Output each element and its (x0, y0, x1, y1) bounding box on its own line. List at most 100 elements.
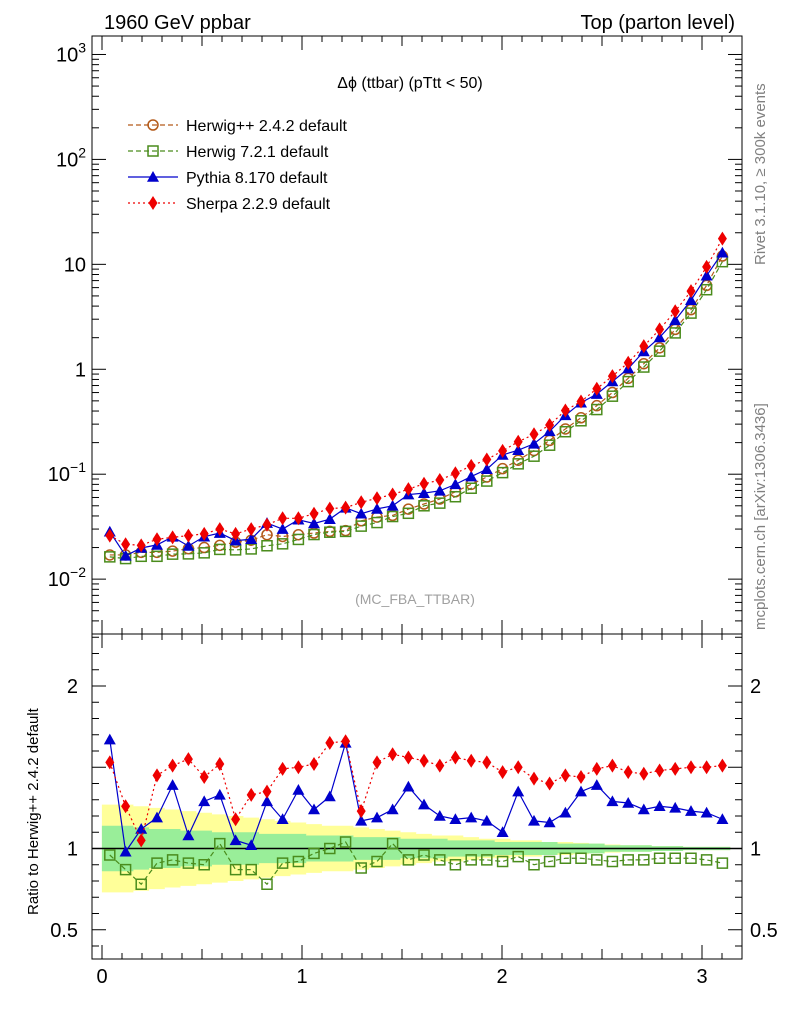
legend-marker (148, 196, 158, 210)
data-point (528, 437, 540, 449)
ratio-point (670, 761, 680, 776)
data-point (293, 511, 303, 526)
data-point (685, 307, 697, 319)
data-point (308, 528, 320, 541)
ratio-point (136, 833, 146, 848)
ratio-point (371, 855, 383, 868)
data-point (450, 466, 460, 481)
ratio-point (465, 854, 477, 866)
x-tick-label: 1 (296, 966, 307, 988)
ratio-point (166, 854, 179, 866)
ratio-point (324, 842, 336, 855)
ratio-point (575, 852, 587, 864)
ratio-point (543, 816, 556, 828)
main-series (103, 231, 729, 565)
data-point (105, 528, 115, 543)
ratio-point (151, 857, 163, 869)
data-point (669, 314, 682, 326)
ratio-point (575, 785, 587, 797)
ratio-point (152, 768, 162, 783)
rivet-label: Rivet 3.1.10, ≥ 300k events (752, 83, 769, 265)
ratio-point (245, 863, 257, 876)
ratio-point (450, 750, 460, 765)
ratio-point (559, 806, 572, 818)
ratio-point (215, 757, 225, 771)
data-point (341, 500, 351, 515)
ratio-point (528, 859, 540, 871)
data-point (371, 516, 383, 529)
legend-entry: Herwig++ 2.4.2 default (128, 118, 348, 135)
data-point (592, 381, 602, 396)
series-line (109, 252, 723, 557)
ratio-line (109, 841, 723, 886)
energy-label: 1960 GeV ppbar (104, 12, 251, 34)
x-tick-label: 0 (96, 966, 107, 988)
legend-label: Sherpa 2.2.9 default (186, 196, 331, 213)
data-point (388, 487, 398, 502)
ratio-point (229, 834, 242, 846)
ratio-point (513, 760, 523, 775)
data-point (262, 517, 272, 532)
y-tick-label: 10−2 (48, 564, 86, 591)
x-tick-label: 3 (696, 966, 707, 988)
legend-entry: Pythia 8.170 default (128, 170, 328, 187)
y-tick-label: 102 (56, 144, 86, 171)
data-point (166, 548, 179, 560)
ratio-point (543, 855, 556, 868)
ratio-point (498, 765, 508, 780)
data-point (276, 523, 289, 534)
ratio-point (119, 845, 132, 857)
ratio-point (576, 770, 586, 784)
y-tick-label: 1 (75, 359, 86, 381)
data-point (433, 484, 446, 496)
ratio-point (309, 757, 319, 771)
ratio-point (623, 765, 633, 780)
data-point (168, 530, 178, 545)
data-point (245, 533, 258, 545)
data-point (716, 246, 729, 258)
ratio-point (213, 788, 226, 800)
x-tick-label: 2 (496, 966, 507, 988)
ratio-axes: 0.5 0.5 1 1 2 2 0 1 2 3 (50, 634, 778, 988)
data-point (717, 231, 727, 246)
ratio-point (622, 797, 635, 808)
analysis-watermark: (MC_FBA_TTBAR) (355, 591, 475, 607)
ratio-point (182, 857, 195, 869)
legend-marker (147, 119, 159, 131)
ratio-point (293, 760, 303, 775)
data-point (309, 506, 319, 521)
ratio-point (685, 852, 697, 864)
plot-title: Δϕ (ttbar) (pTtt < 50) (337, 75, 482, 92)
data-point (606, 390, 619, 402)
series-line (109, 255, 723, 556)
data-point (559, 425, 572, 438)
data-point (607, 369, 617, 384)
ratio-series (103, 733, 729, 890)
data-point (215, 522, 225, 537)
data-point (513, 434, 523, 449)
ratio-point (449, 859, 462, 871)
data-point (560, 403, 570, 418)
data-point (151, 550, 163, 563)
ratio-point (341, 734, 351, 749)
data-point (386, 499, 399, 511)
ratio-point (590, 779, 603, 790)
data-point (528, 450, 540, 462)
ratio-point (606, 855, 619, 868)
ratio-y-axis-label: Ratio to Herwig++ 2.4.2 default (25, 707, 42, 915)
ratio-point (388, 747, 398, 762)
data-point (121, 537, 131, 552)
ratio-point (686, 760, 696, 775)
ratio-point (229, 863, 242, 876)
series-2 (103, 246, 729, 561)
data-point (372, 491, 382, 506)
ratio-point (135, 878, 147, 890)
ratio-point (435, 758, 445, 773)
ratio-point (591, 854, 603, 866)
data-point (480, 463, 493, 475)
main-axes: 10−2 10−1 1 10 102 103 (48, 36, 743, 635)
legend-label: Pythia 8.170 default (186, 170, 328, 187)
data-point (543, 439, 556, 451)
data-point (591, 403, 603, 416)
